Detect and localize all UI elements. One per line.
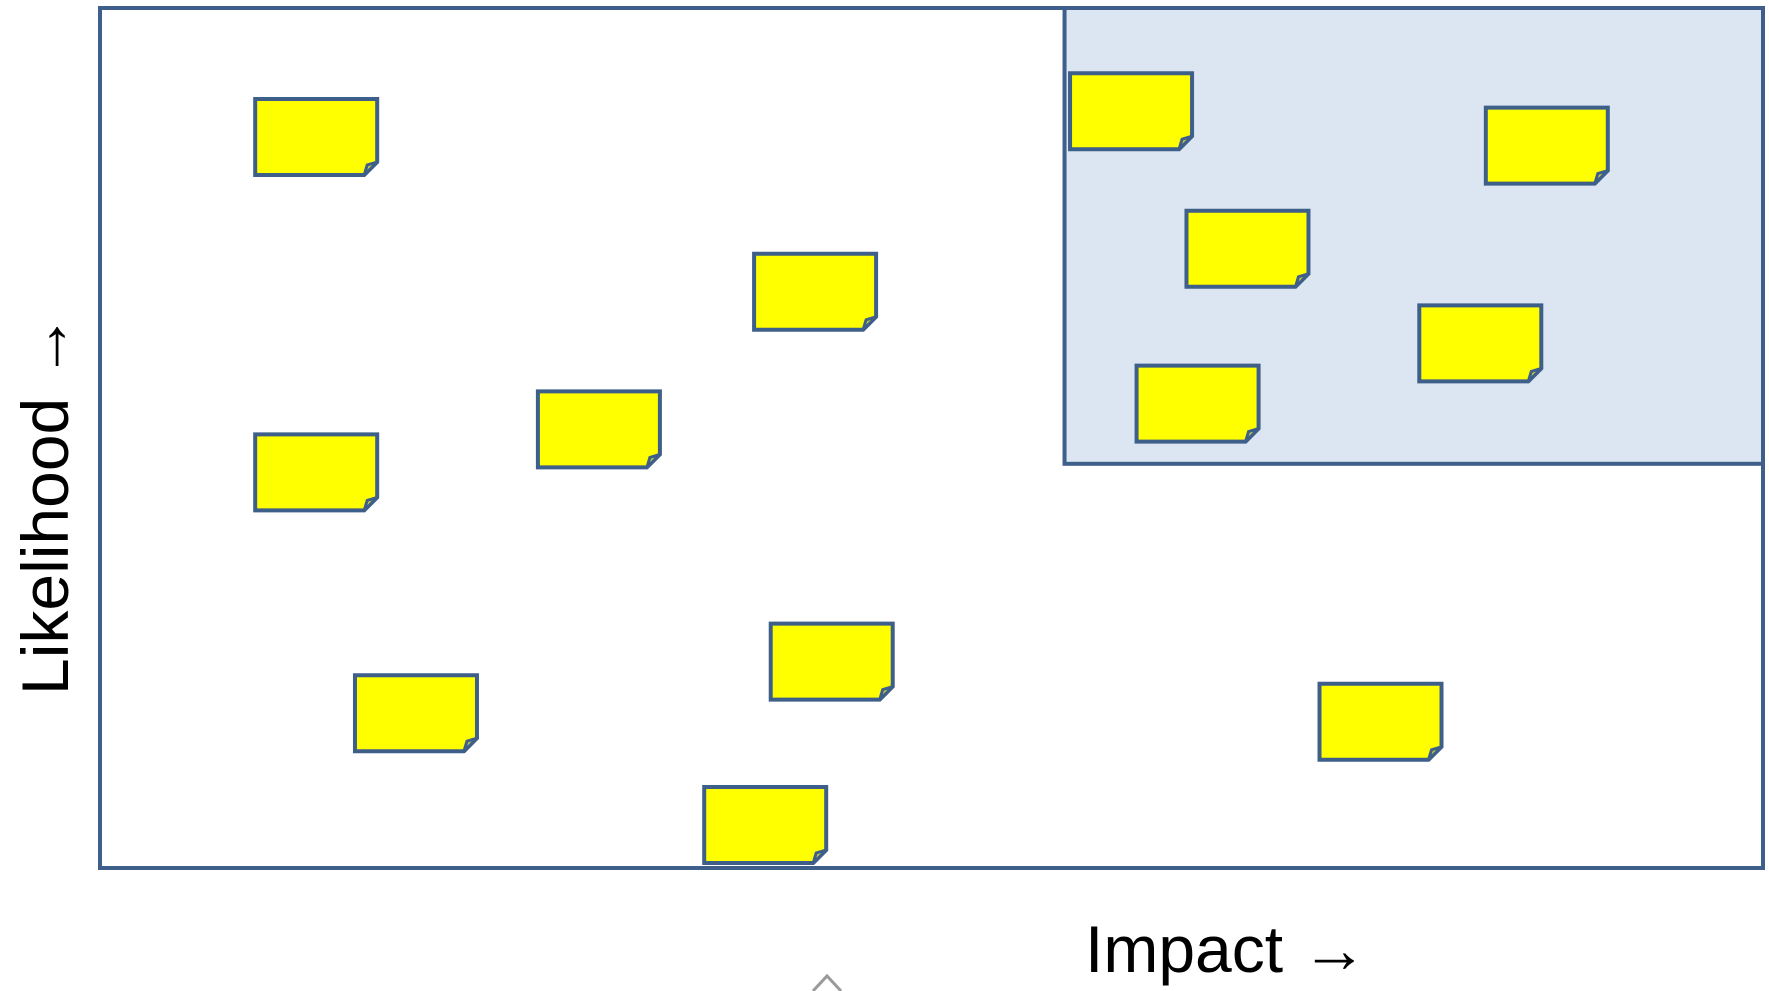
- slide-indicator-caret-icon: [811, 973, 843, 991]
- sticky-note: [752, 251, 879, 332]
- sticky-note-fold: [1294, 272, 1310, 288]
- sticky-note-body: [535, 389, 662, 470]
- sticky-note: [253, 97, 380, 177]
- sticky-note: [768, 621, 895, 702]
- sticky-note-body: [253, 97, 380, 177]
- sticky-note-body: [1068, 71, 1195, 152]
- sticky-note-fold: [1427, 745, 1443, 761]
- sticky-note-fold: [1244, 427, 1260, 443]
- sticky-note-fold: [1177, 134, 1194, 151]
- sticky-note-fold: [1593, 169, 1609, 185]
- sticky-note-body: [1134, 363, 1261, 444]
- sticky-note: [702, 785, 829, 865]
- sticky-note-body: [1184, 208, 1311, 289]
- sticky-note-body: [1317, 681, 1444, 762]
- sticky-note-body: [702, 785, 829, 865]
- sticky-note: [1184, 208, 1311, 289]
- sticky-note-body: [1417, 303, 1544, 384]
- sticky-note: [1417, 303, 1544, 384]
- sticky-note-fold: [362, 160, 379, 177]
- sticky-note: [1134, 363, 1261, 444]
- sticky-note: [535, 389, 662, 470]
- sticky-note: [1317, 681, 1444, 762]
- sticky-note-fold: [645, 452, 661, 469]
- sticky-note: [1068, 71, 1195, 152]
- sticky-notes-group: [253, 71, 1610, 865]
- x-axis-label: Impact →: [1085, 912, 1367, 986]
- sticky-note: [1483, 105, 1610, 186]
- sticky-note-fold: [462, 736, 479, 753]
- sticky-note-body: [1483, 105, 1610, 186]
- sticky-note-body: [768, 621, 895, 702]
- sticky-note-fold: [811, 848, 828, 865]
- sticky-note-body: [352, 673, 479, 754]
- sticky-note: [253, 432, 380, 513]
- sticky-note-body: [253, 432, 380, 513]
- y-axis-label: Likelihood →: [8, 313, 82, 695]
- sticky-note-fold: [1526, 366, 1543, 383]
- sticky-note-fold: [878, 685, 894, 701]
- sticky-note-fold: [861, 315, 878, 331]
- sticky-note-body: [752, 251, 879, 332]
- sticky-note-fold: [362, 495, 379, 512]
- sticky-note: [352, 673, 479, 754]
